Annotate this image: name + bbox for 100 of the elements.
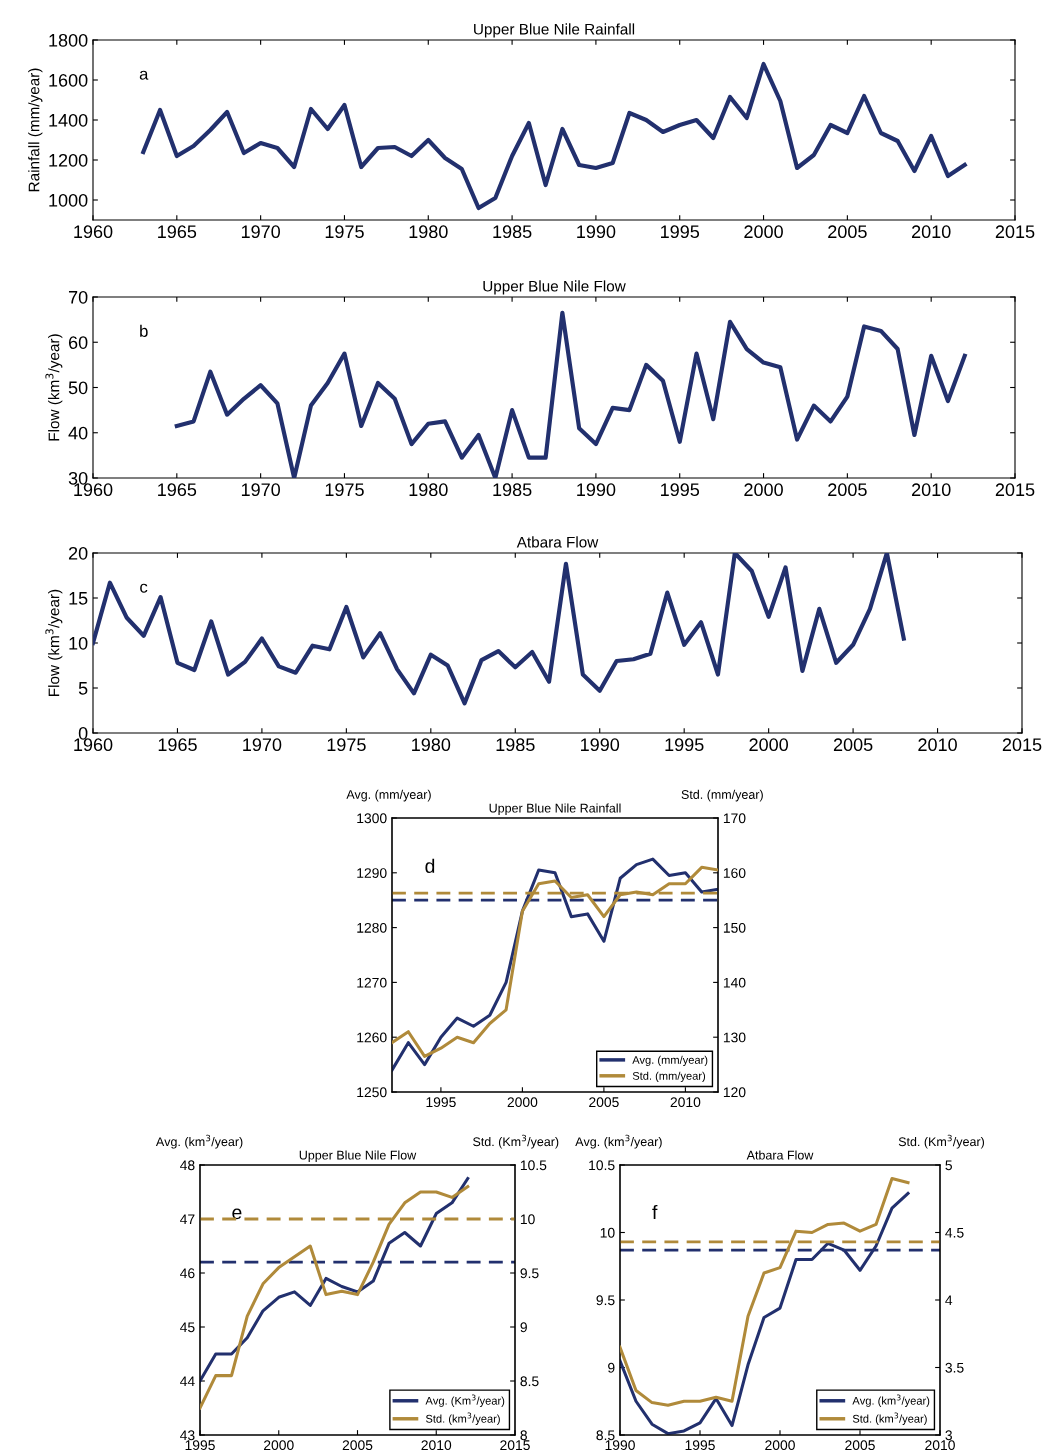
y-tick-label: 47 xyxy=(180,1214,195,1225)
x-tick-label: 2000 xyxy=(744,225,783,239)
x-tick-label: 2000 xyxy=(744,483,783,497)
x-tick-label: 2000 xyxy=(264,1440,294,1451)
y2-tick-label: 9 xyxy=(520,1322,527,1333)
y-tick-label: 1800 xyxy=(49,33,88,47)
y-tick-label: 45 xyxy=(180,1322,195,1333)
x-tick-label: 2010 xyxy=(918,738,957,752)
x-tick-label: 2015 xyxy=(995,483,1035,497)
x-tick-label: 1965 xyxy=(158,225,197,239)
x-tick-label: 1990 xyxy=(577,483,616,497)
x-tick-label: 1970 xyxy=(243,738,282,752)
y-tick-label: 43 xyxy=(180,1430,195,1441)
y2-tick-label: 8 xyxy=(520,1430,527,1441)
annotation: d xyxy=(425,858,435,873)
y-axis-title: Flow (km$^{3}$/year) xyxy=(45,589,63,696)
legend-label: Avg. (mm/year) xyxy=(632,1055,708,1067)
x-tick-label: 1985 xyxy=(493,483,532,497)
y2-tick-label: 140 xyxy=(723,977,746,988)
annotation: e xyxy=(232,1208,242,1220)
y-tick-label: 9 xyxy=(608,1362,615,1373)
x-tick-label: 1965 xyxy=(158,738,197,752)
y-tick-label: 48 xyxy=(180,1160,195,1171)
y-tick-label: 1300 xyxy=(357,813,387,824)
chart-title: Atbara Flow xyxy=(516,536,599,548)
y-tick-label: 10 xyxy=(69,636,88,650)
y2-tick-label: 5 xyxy=(945,1160,952,1171)
y-axis-title: Rainfall (mm/year) xyxy=(28,68,43,192)
x-tick-label: 1960 xyxy=(74,483,113,497)
x-tick-label: 2015 xyxy=(1002,738,1042,752)
x-tick-label: 2005 xyxy=(828,483,867,497)
annotation: b xyxy=(140,324,148,337)
x-tick-label: 1985 xyxy=(496,738,535,752)
x-tick-label: 1995 xyxy=(661,225,700,239)
x-tick-label: 2005 xyxy=(828,225,867,239)
line-series xyxy=(174,310,967,478)
x-tick-label: 1960 xyxy=(74,225,113,239)
y-tick-label: 1200 xyxy=(49,153,88,167)
y-axis-title: Avg. (km$^{3}$/year) xyxy=(155,1134,243,1149)
x-tick-label: 1985 xyxy=(493,225,532,239)
chart-title: Atbara Flow xyxy=(746,1150,814,1160)
y-tick-label: 40 xyxy=(68,426,88,440)
y-tick-label: 9.5 xyxy=(596,1295,615,1306)
x-tick-label: 1975 xyxy=(325,483,364,497)
legend-label: Avg. (km$^{3}$/year) xyxy=(852,1394,930,1407)
legend-label: Std. (km$^{3}$/year) xyxy=(425,1412,500,1425)
x-tick-label: 1980 xyxy=(409,483,448,497)
x-tick-label: 1975 xyxy=(327,738,366,752)
y2-tick-label: 160 xyxy=(723,868,746,878)
y-tick-label: 60 xyxy=(68,336,88,349)
y-tick-label: 1250 xyxy=(357,1087,387,1098)
y-tick-label: 8.5 xyxy=(596,1430,615,1441)
y-tick-label: 30 xyxy=(68,471,88,485)
y2-tick-label: 3.5 xyxy=(945,1362,964,1373)
y-tick-label: 20 xyxy=(68,546,88,560)
x-tick-label: 1990 xyxy=(581,738,620,752)
chart-title: Upper Blue Nile Flow xyxy=(483,280,626,295)
x-tick-label: 2010 xyxy=(670,1097,701,1108)
x-tick-label: 1995 xyxy=(426,1097,456,1108)
x-tick-label: 2005 xyxy=(589,1097,619,1108)
y2-tick-label: 3 xyxy=(945,1430,952,1441)
y-tick-label: 1400 xyxy=(49,113,88,127)
y2-tick-label: 10.5 xyxy=(520,1160,547,1171)
y-tick-label: 50 xyxy=(68,381,88,395)
y-tick-label: 10 xyxy=(600,1227,615,1238)
y2-tick-label: 170 xyxy=(723,813,746,824)
y-tick-label: 10.5 xyxy=(589,1160,615,1171)
y-tick-label: 1270 xyxy=(357,977,387,988)
x-tick-label: 2010 xyxy=(912,483,951,497)
x-tick-label: 2010 xyxy=(912,225,951,239)
x-tick-label: 1990 xyxy=(605,1440,635,1451)
annotation: f xyxy=(652,1204,658,1219)
x-tick-label: 1960 xyxy=(74,738,113,752)
chart-title: Upper Blue Nile Rainfall xyxy=(489,803,621,816)
y2-tick-label: 8.5 xyxy=(520,1376,539,1387)
x-tick-label: 1980 xyxy=(412,738,451,752)
y2-axis-title: Std. (Km$^{3}$/year) xyxy=(898,1134,984,1149)
y2-axis-title: Std. (Km$^{3}$/year) xyxy=(473,1134,559,1149)
y2-tick-label: 9.5 xyxy=(520,1268,539,1279)
y-tick-label: 0 xyxy=(78,726,88,740)
y-tick-label: 5 xyxy=(78,682,88,695)
x-tick-label: 1995 xyxy=(661,483,700,497)
y-tick-label: 1280 xyxy=(357,922,387,933)
x-tick-label: 1970 xyxy=(241,483,281,497)
x-tick-label: 1980 xyxy=(409,225,448,239)
y-tick-label: 1260 xyxy=(357,1032,387,1043)
x-tick-label: 2010 xyxy=(421,1440,452,1451)
x-tick-label: 1995 xyxy=(185,1440,215,1451)
x-tick-label: 2000 xyxy=(765,1440,795,1451)
y2-tick-label: 120 xyxy=(723,1087,746,1098)
y2-axis-title: Std. (mm/year) xyxy=(681,789,763,802)
y2-tick-label: 130 xyxy=(723,1032,746,1043)
y2-tick-label: 150 xyxy=(723,922,746,933)
line-series xyxy=(141,61,967,211)
x-tick-label: 1995 xyxy=(685,1440,715,1451)
legend-label: Std. (mm/year) xyxy=(632,1071,706,1082)
legend-label: Avg. (Km$^{3}$/year) xyxy=(425,1394,505,1407)
y2-tick-label: 4 xyxy=(945,1295,953,1306)
x-tick-label: 1970 xyxy=(241,225,281,239)
x-tick-label: 1965 xyxy=(158,483,197,497)
